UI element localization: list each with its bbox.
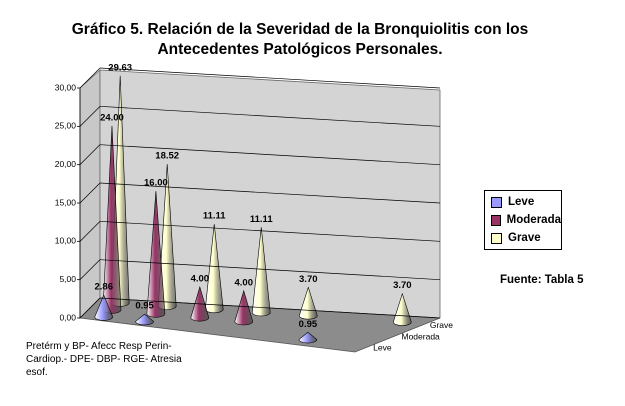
value-label: 16.00 <box>144 178 168 189</box>
value-label: 11.11 <box>203 211 226 222</box>
cone-body <box>298 286 318 320</box>
value-label: 3.70 <box>299 274 318 285</box>
category-labels: Pretérm y BP- Afecc Resp Perin- Cardiop.… <box>26 340 186 379</box>
cone-body <box>298 331 318 344</box>
depth-label: Moderada <box>402 331 441 341</box>
y-tick-label: 20,00 <box>55 159 77 169</box>
y-tick-label: 10,00 <box>55 236 77 246</box>
value-label: 18.52 <box>155 151 179 162</box>
y-tick-label: 15,00 <box>55 197 77 207</box>
grid-line <box>79 221 101 242</box>
legend-label: Leve <box>508 196 535 208</box>
y-tick-label: 5,00 <box>59 274 76 284</box>
legend-label: Grave <box>508 232 541 244</box>
grid-line <box>99 259 441 281</box>
chart-title: Gráfico 5. Relación de la Severidad de l… <box>72 21 529 38</box>
value-label: 29.63 <box>108 62 132 73</box>
grid-line <box>99 105 441 127</box>
value-label: 11.11 <box>250 214 273 225</box>
grid-line <box>79 144 101 165</box>
value-label: 4.00 <box>235 277 254 288</box>
x-tick-label: RGE- <box>123 354 149 365</box>
grid-line <box>79 259 101 280</box>
legend-swatch <box>491 196 502 208</box>
y-tick-label: 30,00 <box>55 82 77 92</box>
marks: 29.63 18.52 11.11 11.11 3.70 3.70 24.00 16.00 4.… <box>94 62 412 344</box>
legend-label: Moderada <box>506 214 561 226</box>
cone: 3.70 <box>298 274 318 320</box>
value-label: 3.70 <box>393 280 412 291</box>
grid-line <box>79 182 101 204</box>
cone: 4.00 <box>234 277 254 326</box>
cone: 0.95 <box>298 319 318 344</box>
x-tick-label: Cardiop.- <box>26 354 68 365</box>
cone-body <box>94 294 114 321</box>
value-label: 2.86 <box>95 282 114 293</box>
cone-body <box>234 289 254 326</box>
grid-line <box>99 220 441 242</box>
depth-label: Grave <box>430 320 453 330</box>
legend-item: Grave <box>485 229 561 247</box>
cone-body <box>146 191 166 318</box>
cone-body <box>135 313 154 326</box>
grid-line <box>79 106 101 127</box>
source: Fuente: Tabla 5 <box>500 274 584 286</box>
grid-line <box>99 144 441 166</box>
grid-line <box>79 67 101 89</box>
value-label: 0.95 <box>299 319 318 330</box>
cone: 3.70 <box>393 280 412 326</box>
value-label: 4.00 <box>191 273 210 284</box>
x-tick-label: Atresia esof. <box>26 354 182 378</box>
x-tick-label: DPE- <box>69 354 94 365</box>
cone: 0.95 <box>135 301 155 326</box>
grid-line <box>99 67 441 89</box>
grid-line <box>99 182 441 204</box>
legend-swatch <box>491 214 501 226</box>
legend-swatch <box>491 232 502 244</box>
x-tick-label: Afecc Resp Perin- <box>91 341 172 352</box>
y-tick-label: 25,00 <box>55 121 77 131</box>
x-tick-label: Pretérm y BP- <box>26 341 89 352</box>
value-label: 0.95 <box>135 301 154 312</box>
x-tick-label: DBP- <box>96 354 121 365</box>
cone-body <box>251 227 271 317</box>
depth-label: Leve <box>373 343 392 353</box>
grid-line <box>99 297 441 319</box>
cone: 2.86 <box>94 282 114 321</box>
legend-item: Moderada <box>485 211 561 229</box>
chart-title: Antecedentes Patológicos Personales. <box>157 41 442 58</box>
legend-item: Leve <box>485 193 561 211</box>
legend: Leve Moderada Grave <box>484 190 562 250</box>
grid-line <box>79 297 101 319</box>
y-tick-label: 0,00 <box>59 312 76 322</box>
cone: 11.11 <box>250 214 273 317</box>
cone: 16.00 <box>144 178 168 318</box>
value-label: 24.00 <box>100 112 124 123</box>
cone-body <box>393 292 412 326</box>
